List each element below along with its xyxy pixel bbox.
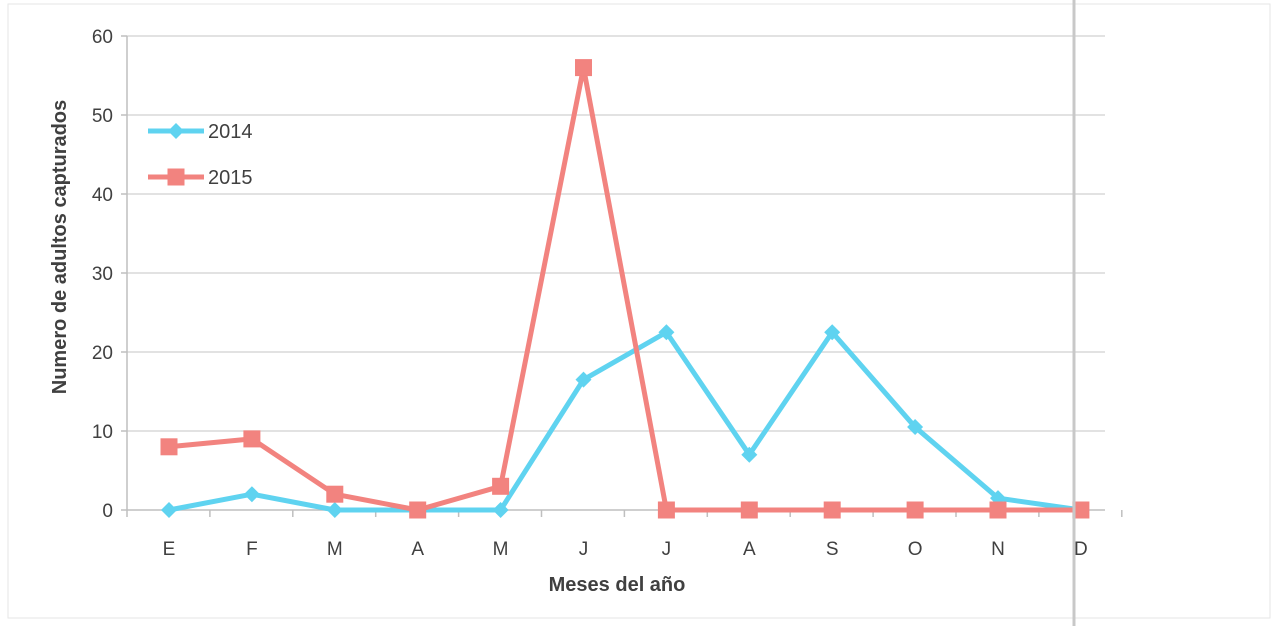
- y-tick-label: 60: [92, 27, 113, 48]
- series-line-2014: [166, 329, 1084, 513]
- y-tick-label: 20: [92, 343, 113, 364]
- x-tick-label: N: [991, 539, 1005, 560]
- series-layer: [160, 59, 1090, 519]
- series-line-2015: [166, 65, 1084, 513]
- data-point-2014: [492, 502, 509, 518]
- x-tick-label: E: [163, 539, 176, 560]
- y-axis-title: Numero de adultos capturados: [49, 100, 71, 395]
- data-point-2014: [161, 502, 177, 518]
- legend-entry-2014: 2014: [148, 121, 253, 143]
- x-tick-label: D: [1074, 539, 1088, 560]
- y-tick-label: 30: [92, 264, 113, 285]
- y-tick-label: 50: [92, 106, 113, 127]
- x-tick-label: M: [493, 539, 509, 560]
- data-point-2015: [989, 501, 1007, 519]
- x-tick-label: O: [908, 539, 923, 560]
- data-point-2015: [657, 501, 675, 519]
- x-tick-label: S: [826, 539, 839, 560]
- legend-marker: [167, 168, 185, 186]
- legend-entry-2015: 2015: [148, 167, 253, 189]
- data-point-2014: [326, 502, 343, 518]
- legend: 2014 2015: [148, 121, 253, 189]
- y-tick-labels: 0 10 20 30 40 50 60: [92, 27, 113, 522]
- x-tick-label: J: [662, 539, 672, 560]
- data-point-2014: [658, 324, 675, 341]
- data-point-2015: [740, 501, 758, 519]
- data-point-2015: [160, 438, 178, 456]
- legend-label: 2014: [208, 121, 253, 143]
- data-point-2014: [824, 324, 841, 341]
- x-tick-label: A: [411, 539, 424, 560]
- data-point-2014: [741, 446, 758, 463]
- data-point-2014: [243, 486, 260, 503]
- data-point-2015: [409, 501, 427, 519]
- y-tick-label: 40: [92, 185, 113, 206]
- data-point-2015: [575, 59, 592, 77]
- x-tick-label: M: [327, 539, 343, 560]
- y-tick-label: 10: [92, 422, 113, 443]
- series-2015: [160, 59, 1090, 519]
- data-point-2015: [823, 501, 841, 519]
- y-tick-label: 0: [102, 501, 113, 522]
- legend-marker: [168, 123, 184, 139]
- grid-lines: [127, 35, 1105, 432]
- x-tick-label: J: [579, 539, 589, 560]
- x-axis-title: Meses del año: [549, 574, 686, 596]
- data-point-2015: [326, 485, 344, 503]
- data-point-2014: [907, 419, 924, 436]
- legend-label: 2015: [208, 167, 253, 189]
- data-point-2015: [243, 430, 261, 448]
- chart-border: [7, 3, 1271, 619]
- data-point-2014: [575, 371, 592, 388]
- data-point-2015: [492, 477, 510, 495]
- x-tick-label: F: [246, 539, 258, 560]
- data-point-2015: [906, 501, 924, 519]
- x-tick-label: A: [743, 539, 756, 560]
